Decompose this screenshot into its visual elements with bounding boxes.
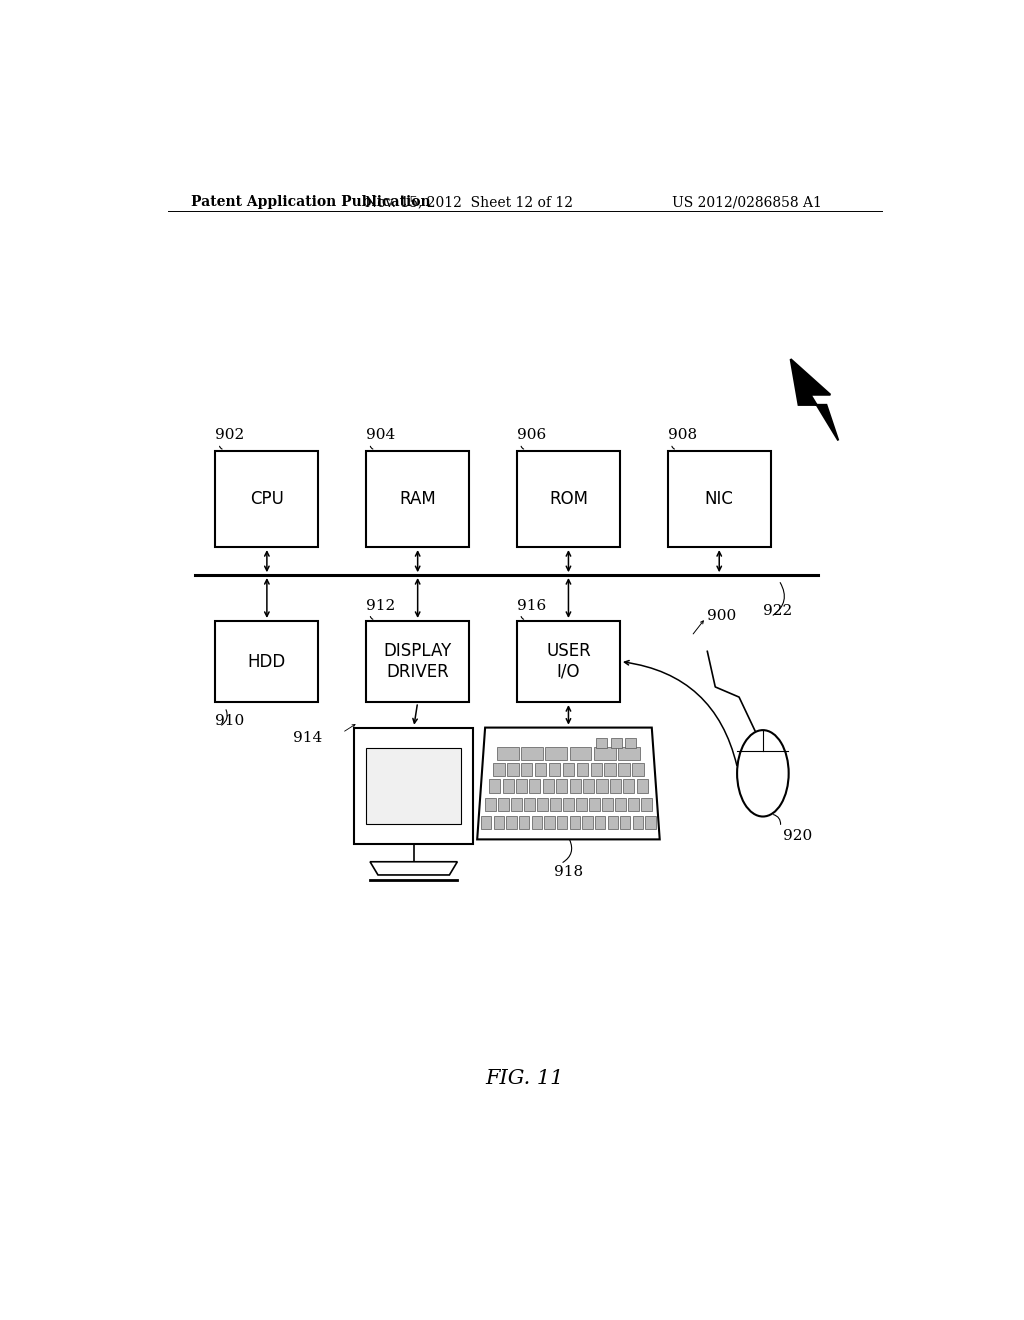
Bar (562, 763, 574, 776)
Bar (494, 763, 505, 776)
Bar (597, 779, 607, 792)
Bar (589, 797, 600, 810)
Text: RAM: RAM (399, 490, 436, 508)
Bar (529, 779, 541, 792)
Bar (618, 763, 630, 776)
Bar (215, 620, 318, 702)
Text: CPU: CPU (250, 490, 284, 508)
Bar (633, 816, 643, 829)
Text: 920: 920 (782, 829, 812, 843)
Bar (497, 747, 519, 760)
Bar (556, 779, 567, 792)
Bar (354, 727, 473, 845)
Bar (546, 747, 567, 760)
Bar (628, 797, 639, 810)
Bar (594, 747, 615, 760)
Bar (641, 797, 651, 810)
Text: 922: 922 (763, 603, 793, 618)
Bar (489, 779, 500, 792)
Bar (538, 797, 548, 810)
Polygon shape (477, 727, 659, 840)
Text: ROM: ROM (549, 490, 588, 508)
Text: HDD: HDD (248, 652, 286, 671)
Bar (481, 816, 492, 829)
Text: NIC: NIC (705, 490, 733, 508)
Text: 916: 916 (517, 599, 546, 612)
Bar (624, 779, 635, 792)
Bar (516, 779, 527, 792)
Bar (535, 763, 547, 776)
Bar (583, 779, 594, 792)
Bar (621, 816, 631, 829)
Bar (507, 816, 517, 829)
Bar (550, 797, 561, 810)
Text: Nov. 15, 2012  Sheet 12 of 12: Nov. 15, 2012 Sheet 12 of 12 (366, 195, 573, 209)
Bar (563, 797, 573, 810)
Text: 910: 910 (215, 714, 245, 727)
Bar (607, 816, 617, 829)
Bar (367, 450, 469, 548)
Bar (215, 450, 318, 548)
Text: Patent Application Publication: Patent Application Publication (191, 195, 431, 209)
Bar (517, 620, 621, 702)
Bar (577, 763, 588, 776)
Bar (545, 816, 555, 829)
Ellipse shape (737, 730, 788, 817)
Bar (557, 816, 567, 829)
Bar (610, 738, 622, 748)
Text: 902: 902 (215, 429, 245, 442)
Bar (498, 797, 509, 810)
Bar (543, 779, 554, 792)
Bar (615, 797, 626, 810)
Bar (625, 738, 636, 748)
Bar (494, 816, 504, 829)
Bar (569, 747, 592, 760)
Text: 918: 918 (554, 865, 583, 879)
Bar (610, 779, 621, 792)
Bar (503, 779, 514, 792)
Bar (521, 747, 543, 760)
Text: DISPLAY
DRIVER: DISPLAY DRIVER (384, 642, 452, 681)
Bar (632, 763, 644, 776)
Bar (604, 763, 616, 776)
Bar (595, 816, 605, 829)
Bar (618, 747, 640, 760)
Bar (511, 797, 522, 810)
Text: 914: 914 (293, 731, 323, 744)
Bar (668, 450, 771, 548)
Polygon shape (791, 359, 839, 441)
Bar (524, 797, 535, 810)
Bar (521, 763, 532, 776)
Bar (367, 748, 461, 824)
Bar (569, 779, 581, 792)
Text: US 2012/0286858 A1: US 2012/0286858 A1 (672, 195, 822, 209)
Text: 906: 906 (517, 429, 546, 442)
Bar (645, 816, 655, 829)
Bar (507, 763, 518, 776)
Bar (583, 816, 593, 829)
Bar (569, 816, 580, 829)
Text: USER
I/O: USER I/O (546, 642, 591, 681)
Bar (367, 620, 469, 702)
Text: 908: 908 (668, 429, 696, 442)
Bar (517, 450, 621, 548)
Text: FIG. 11: FIG. 11 (485, 1069, 564, 1088)
Text: 904: 904 (367, 429, 395, 442)
Bar (519, 816, 529, 829)
Bar (577, 797, 587, 810)
Text: 912: 912 (367, 599, 395, 612)
Bar (602, 797, 612, 810)
Text: 900: 900 (708, 609, 736, 623)
Bar (549, 763, 560, 776)
Bar (596, 738, 607, 748)
Polygon shape (370, 862, 458, 875)
Bar (591, 763, 602, 776)
Bar (637, 779, 648, 792)
Bar (531, 816, 542, 829)
Bar (485, 797, 496, 810)
